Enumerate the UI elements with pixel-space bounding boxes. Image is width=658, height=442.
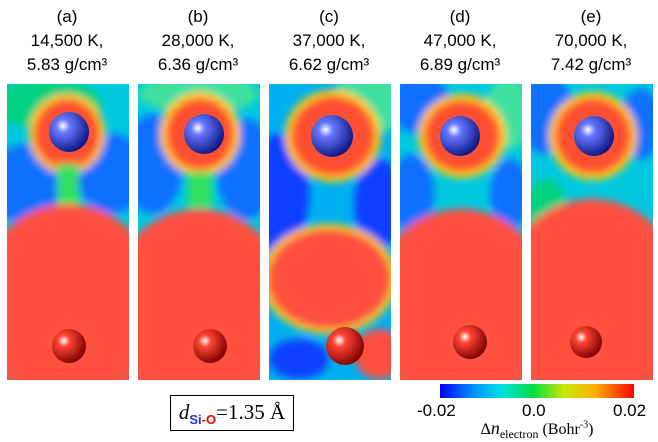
density-map-e [531, 84, 653, 380]
unit-text: (Bohr [538, 421, 580, 438]
delta-symbol: Δ [480, 421, 491, 438]
unit-exponent: -3 [579, 419, 589, 431]
o-atom [453, 325, 487, 359]
si-atom [440, 116, 480, 156]
si-atom [49, 112, 89, 152]
bond-dash: - [201, 412, 206, 427]
si-atom [311, 115, 353, 157]
o-atom [193, 329, 227, 363]
panel-temperature: 28,000 K, [161, 31, 235, 50]
distance-value: =1.35 Å [216, 400, 286, 424]
panel-e-label: (e) 70,000 K, 7.42 g/cm³ [531, 5, 651, 77]
panel-b-label: (b) 28,000 K, 6.36 g/cm³ [138, 5, 258, 77]
panel-temperature: 14,500 K, [30, 31, 104, 50]
distance-symbol: d [178, 400, 190, 424]
density-map-d [400, 84, 522, 380]
o-label: O [206, 412, 217, 427]
panel-density: 6.62 g/cm³ [288, 55, 370, 74]
panel-temperature: 47,000 K, [423, 31, 497, 50]
unit-close: ) [588, 421, 594, 438]
panel-d-label: (d) 47,000 K, 6.89 g/cm³ [400, 5, 520, 77]
panel-density: 7.42 g/cm³ [550, 55, 632, 74]
electron-subscript: electron [499, 427, 539, 442]
density-map-a [7, 84, 129, 380]
si-atom [574, 116, 614, 156]
colorbar-mid-label: 0.0 [522, 401, 546, 420]
n-symbol: n [490, 418, 500, 438]
panel-density: 6.36 g/cm³ [157, 55, 239, 74]
o-atom [52, 329, 86, 363]
o-atom [570, 326, 602, 358]
panel-letter: (e) [580, 7, 602, 26]
density-map-c [269, 84, 391, 380]
o-atom [326, 327, 364, 365]
panel-letter: (b) [187, 7, 209, 26]
panel-temperature: 37,000 K, [292, 31, 366, 50]
density-map-b [138, 84, 260, 380]
panel-letter: (a) [56, 7, 78, 26]
panel-density: 5.83 g/cm³ [26, 55, 108, 74]
panel-c-label: (c) 37,000 K, 6.62 g/cm³ [269, 5, 389, 77]
panel-a-label: (a) 14,500 K, 5.83 g/cm³ [7, 5, 127, 77]
colorbar [440, 384, 634, 398]
panel-temperature: 70,000 K, [554, 31, 628, 50]
colorbar-max-label: 0.02 [613, 401, 647, 420]
si-label: Si [189, 412, 202, 427]
panel-letter: (c) [319, 7, 339, 26]
colorbar-min-label: -0.02 [417, 401, 456, 420]
panel-density: 6.89 g/cm³ [419, 55, 501, 74]
bond-distance-label: dSi-O=1.35 Å [170, 395, 294, 431]
panel-letter: (d) [449, 7, 471, 26]
si-atom [184, 114, 224, 154]
colorbar-title: Δnelectron (Bohr-3) [440, 418, 634, 442]
